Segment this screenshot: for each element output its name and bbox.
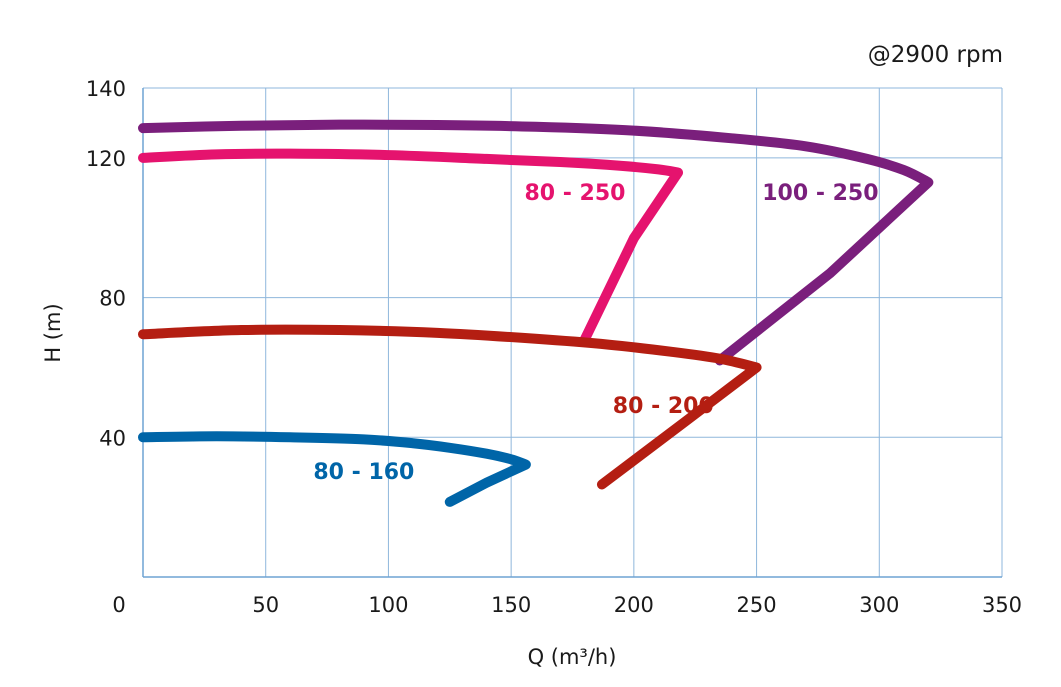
rpm-annotation: @2900 rpm	[868, 42, 1003, 68]
x-tick-label: 250	[737, 593, 777, 617]
x-tick-label: 100	[368, 593, 408, 617]
series-label: 80 - 200	[613, 394, 714, 419]
x-tick-label: 0	[112, 593, 125, 617]
y-axis-label: H (m)	[41, 303, 65, 362]
x-axis-label: Q (m³/h)	[528, 645, 617, 669]
series-label: 100 - 250	[762, 181, 878, 206]
series-label: 80 - 250	[524, 181, 625, 206]
y-tick-label: 40	[99, 426, 126, 450]
x-tick-label: 200	[614, 593, 654, 617]
series-line-80-200	[138, 324, 762, 490]
y-tick-label: 80	[99, 287, 126, 311]
series-labels: 80 - 160 80 - 200 80 - 250 100 - 250	[313, 181, 878, 485]
series-line-100-250	[138, 119, 934, 366]
x-tick-label: 300	[859, 593, 899, 617]
series-curves	[138, 119, 934, 507]
series-line-80-160	[138, 431, 531, 507]
series-label: 80 - 160	[313, 460, 414, 485]
x-tick-label: 350	[982, 593, 1022, 617]
y-tick-labels: 40 80 120 140	[86, 77, 126, 450]
y-tick-label: 120	[86, 147, 126, 171]
x-tick-label: 150	[491, 593, 531, 617]
series-line-80-250	[138, 148, 684, 345]
x-tick-labels: 0 50 100 150 200 250 300 350	[112, 593, 1022, 617]
x-tick-label: 50	[252, 593, 279, 617]
y-tick-label: 140	[86, 77, 126, 101]
